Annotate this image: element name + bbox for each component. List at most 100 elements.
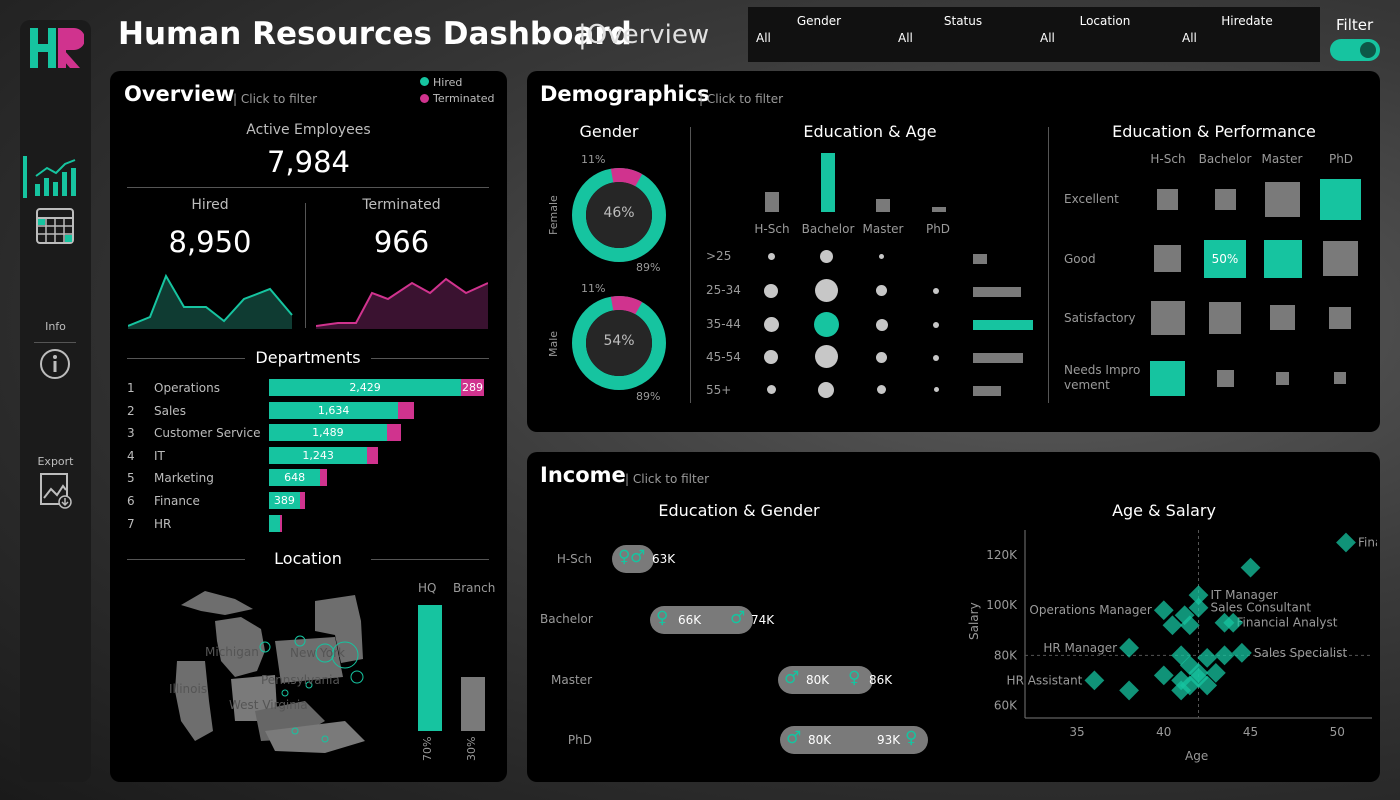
location-filter[interactable]: Location All [1040,14,1131,45]
male-label: Male [547,330,560,357]
department-terminated-bar [299,492,305,509]
income-value-bachelor: 74K [751,613,775,627]
edu-gender-title: Education & Gender [658,501,820,520]
scatter-y-tick: 120K [986,548,1018,562]
department-rank: 3 [127,426,135,441]
age-label-25-34: 25-34 [706,283,741,297]
edu-label-phd: PhD [925,222,951,236]
department-name: HR [154,516,172,531]
hired-legend-dot [420,77,429,86]
department-hired-bar: 1,634 [269,401,399,419]
scatter-point [1084,670,1105,691]
perf-col-phd: PhD [1328,152,1354,166]
page-title: Human Resources Dashboard [118,16,632,52]
department-hired-bar: 2,429 [269,379,462,396]
location-map[interactable]: Michigan New York Illinois Pennsylvania … [165,581,415,761]
female-label: Female [547,195,560,235]
income-title: Income [540,463,626,487]
department-name: Sales [154,403,186,418]
gender-filter[interactable]: Gender All [756,14,842,45]
demographics-hint[interactable]: | Click to filter [699,92,784,106]
departments-title: Departments [255,348,361,367]
department-row[interactable]: 2 Sales 1,634 [127,401,487,420]
income-row-hsch: H-Sch [556,552,592,566]
edu-bar-bachelor[interactable] [821,153,835,212]
female-bottom-pct: 89% [636,261,661,274]
overview-panel: Overview | Click to filter Hired Termina… [110,71,507,782]
department-rank: 4 [127,448,135,463]
terminated-value: 966 [373,225,430,259]
overview-hint[interactable]: | Click to filter [233,92,318,106]
edu-bar-master[interactable] [876,199,890,212]
age-salary-scatter[interactable]: 35 40 45 50 60K 80K 100K 120K Finance Manager IT … [977,522,1377,752]
department-row[interactable]: 4 IT 1,243 [127,446,487,465]
male-donut[interactable]: 54% [571,295,667,391]
department-row[interactable]: 6 Finance 389 [127,492,487,510]
age-label-55plus: 55+ [706,383,732,397]
income-hint[interactable]: | Click to filter [625,472,710,486]
department-rank: 1 [127,381,135,395]
scatter-point [1188,585,1209,606]
overview-nav-icon[interactable] [23,156,83,198]
perf-row-needs-improvement: Needs Impro vement [1064,363,1141,392]
scatter-point [1153,665,1174,686]
scatter-point-label: IT Manager [1211,588,1278,602]
info-icon[interactable] [39,348,71,380]
hired-legend: Hired [433,76,463,89]
filter-toggle[interactable] [1330,39,1380,61]
location-title: Location [274,549,342,568]
male-top-pct: 11% [581,282,606,295]
scatter-xlabel: Age [1185,749,1209,763]
income-row-phd: PhD [567,733,592,747]
department-hired-bar: 389 [269,492,300,509]
male-bottom-pct: 89% [636,390,661,403]
status-filter[interactable]: Status All [898,14,983,45]
income-row-master: Master [551,673,592,687]
department-hired-bar: 1,489 [269,424,387,442]
female-donut[interactable]: 46% [571,167,667,263]
hired-sparkline [128,273,293,329]
active-employees-value: 7,984 [266,145,351,179]
department-row[interactable]: 5 Marketing 648 [127,469,487,487]
terminated-sparkline [316,277,488,329]
scatter-x-tick: 45 [1243,725,1258,739]
terminated-legend: Terminated [433,92,495,105]
department-row[interactable]: 7 HR [127,514,487,533]
active-employees-label: Active Employees [246,122,371,138]
income-pill-phd[interactable]: ♂ 80K 93K ♀ [780,726,928,754]
terminated-label: Terminated [362,197,441,213]
perf-col-master: Master [1261,152,1303,166]
hq-bar[interactable] [418,605,442,731]
edu-perf-title: Education & Performance [1112,122,1316,141]
hr-logo[interactable]: HR [28,26,85,72]
edu-bar-phd[interactable] [932,207,946,212]
edu-bar-hsch[interactable] [765,192,779,212]
department-hired-bar: 1,243 [269,446,368,464]
export-label: Export [37,455,74,468]
income-pill-master[interactable]: ♂ 80K ♀ [778,666,873,694]
department-row[interactable]: 3 Customer Service 1,489 [127,424,487,442]
branch-bar[interactable] [461,677,485,731]
male-icon: ♂ [730,608,746,628]
department-terminated-bar [320,469,327,487]
calendar-icon[interactable] [36,208,74,244]
map-label-new-york: New York [290,646,345,660]
perf-row-excellent: Excellent [1064,192,1119,206]
female-icon: ♀ [618,547,631,567]
filter-toggle-label: Filter [1336,16,1374,34]
income-pill-hsch[interactable]: ♀ ♂ [612,545,654,573]
scatter-point [1336,532,1356,553]
edu-label-master: Master [862,222,904,236]
department-hired-bar [269,514,281,532]
hiredate-filter[interactable]: Hiredate All [1182,14,1273,45]
perf-row-good: Good [1064,252,1096,266]
map-label-west-virginia: West Virginia [229,698,308,712]
export-icon[interactable] [39,472,73,510]
income-pill-bachelor[interactable]: ♀ 66K ♂ [650,606,753,634]
demographics-title: Demographics [540,82,710,106]
department-row[interactable]: 1 Operations 2,429 289 [127,379,487,397]
perf-row-satisfactory: Satisfactory [1064,311,1136,325]
map-label-pennsylvania: Pennsylvania [261,673,340,687]
department-name: Customer Service [154,426,261,441]
department-terminated-bar: 289 [461,379,484,396]
